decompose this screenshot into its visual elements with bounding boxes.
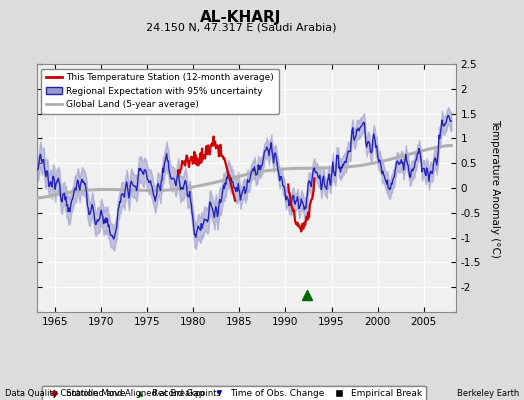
Text: Berkeley Earth: Berkeley Earth — [456, 389, 519, 398]
Text: AL-KHARJ: AL-KHARJ — [200, 10, 282, 25]
Text: Data Quality Controlled and Aligned at Breakpoints: Data Quality Controlled and Aligned at B… — [5, 389, 221, 398]
Legend: Station Move, Record Gap, Time of Obs. Change, Empirical Break: Station Move, Record Gap, Time of Obs. C… — [42, 386, 425, 400]
Text: 24.150 N, 47.317 E (Saudi Arabia): 24.150 N, 47.317 E (Saudi Arabia) — [146, 22, 336, 32]
Y-axis label: Temperature Anomaly (°C): Temperature Anomaly (°C) — [490, 118, 500, 258]
